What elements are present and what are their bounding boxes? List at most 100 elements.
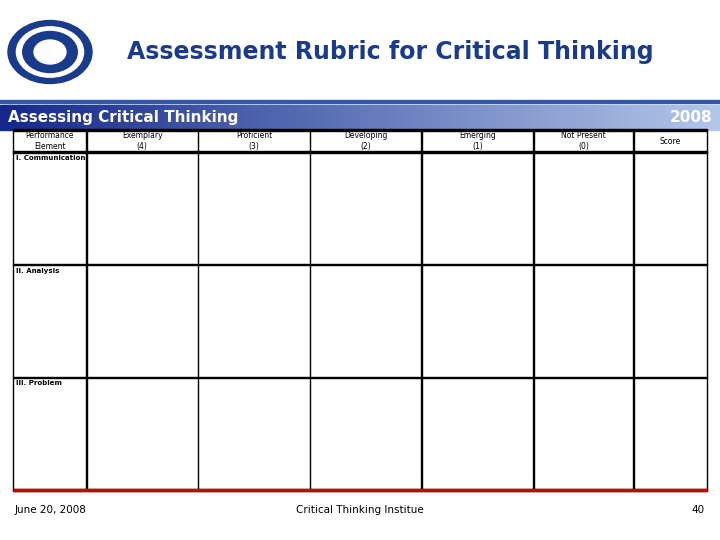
Bar — [198, 130, 199, 490]
Bar — [576, 105, 585, 130]
Bar — [0, 100, 720, 103]
Bar — [612, 105, 621, 130]
Bar — [13, 130, 707, 131]
Bar — [153, 105, 163, 130]
Bar — [477, 105, 487, 130]
Bar — [441, 105, 451, 130]
Bar — [360, 105, 370, 130]
Text: Exemplary
(4): Exemplary (4) — [122, 131, 163, 151]
Bar — [13, 489, 707, 490]
Bar — [549, 105, 559, 130]
Text: III. Problem: III. Problem — [16, 380, 62, 386]
Bar — [117, 105, 127, 130]
Bar — [486, 105, 496, 130]
Bar — [207, 105, 217, 130]
Bar — [630, 105, 639, 130]
Text: Assessment Rubric for Critical Thinking: Assessment Rubric for Critical Thinking — [127, 40, 653, 64]
Bar — [603, 105, 613, 130]
Circle shape — [34, 40, 66, 64]
Bar — [306, 105, 316, 130]
Bar — [171, 105, 181, 130]
Text: II. Analysis: II. Analysis — [16, 268, 59, 274]
Bar — [585, 105, 595, 130]
Bar — [81, 105, 91, 130]
Bar — [13, 264, 707, 265]
Bar — [27, 105, 37, 130]
Text: Score: Score — [660, 137, 681, 145]
Bar — [657, 105, 667, 130]
Bar — [533, 130, 534, 490]
Bar — [684, 105, 693, 130]
Text: Critical Thinking Institue: Critical Thinking Institue — [296, 505, 424, 515]
Bar — [252, 105, 262, 130]
Bar — [144, 105, 154, 130]
Bar — [297, 105, 307, 130]
Circle shape — [8, 21, 92, 84]
Bar — [13, 130, 707, 490]
Bar — [126, 105, 135, 130]
Bar — [13, 377, 707, 378]
Bar — [243, 105, 253, 130]
Bar — [351, 105, 361, 130]
Bar — [216, 105, 226, 130]
Circle shape — [17, 27, 84, 77]
Bar — [648, 105, 657, 130]
Bar — [693, 105, 703, 130]
Circle shape — [23, 31, 77, 72]
Text: I. Communication: I. Communication — [16, 155, 86, 161]
Bar — [261, 105, 271, 130]
Bar — [180, 105, 190, 130]
Bar — [421, 130, 422, 490]
Text: June 20, 2008: June 20, 2008 — [15, 505, 87, 515]
Bar — [18, 105, 28, 130]
Text: Not Present
(0): Not Present (0) — [562, 131, 606, 151]
Bar — [13, 489, 707, 490]
Text: Proficient
(3): Proficient (3) — [236, 131, 272, 151]
Bar — [414, 105, 423, 130]
Bar — [13, 151, 707, 152]
Text: Developing
(2): Developing (2) — [344, 131, 387, 151]
Bar — [706, 130, 707, 490]
Bar — [504, 105, 513, 130]
Bar — [702, 105, 711, 130]
Bar — [315, 105, 325, 130]
Bar — [621, 105, 631, 130]
Bar — [459, 105, 469, 130]
Bar — [639, 105, 649, 130]
Bar — [0, 105, 10, 130]
Bar — [90, 105, 99, 130]
Bar — [36, 105, 46, 130]
Bar — [666, 105, 675, 130]
Bar — [198, 105, 208, 130]
Bar — [405, 105, 415, 130]
Bar — [108, 105, 118, 130]
Bar — [45, 105, 55, 130]
Text: Assessing Critical Thinking: Assessing Critical Thinking — [8, 110, 238, 125]
Bar — [594, 105, 603, 130]
Bar — [675, 105, 685, 130]
Bar — [558, 105, 567, 130]
Text: Performance
Element: Performance Element — [25, 131, 74, 151]
Bar — [387, 105, 397, 130]
Bar — [234, 105, 243, 130]
Bar — [0, 0, 720, 105]
Bar — [270, 105, 280, 130]
Text: 40: 40 — [692, 505, 705, 515]
Bar — [567, 105, 577, 130]
Bar — [450, 105, 459, 130]
Bar — [468, 105, 478, 130]
Bar — [279, 105, 289, 130]
Bar — [72, 105, 82, 130]
Bar — [162, 105, 172, 130]
Bar — [522, 105, 531, 130]
Bar — [333, 105, 343, 130]
Bar — [423, 105, 433, 130]
Bar — [495, 105, 505, 130]
Bar — [288, 105, 298, 130]
Bar — [135, 105, 145, 130]
Bar — [9, 105, 19, 130]
Bar — [324, 105, 334, 130]
Bar — [99, 105, 109, 130]
Bar — [369, 105, 379, 130]
Text: Emerging
(1): Emerging (1) — [459, 131, 496, 151]
